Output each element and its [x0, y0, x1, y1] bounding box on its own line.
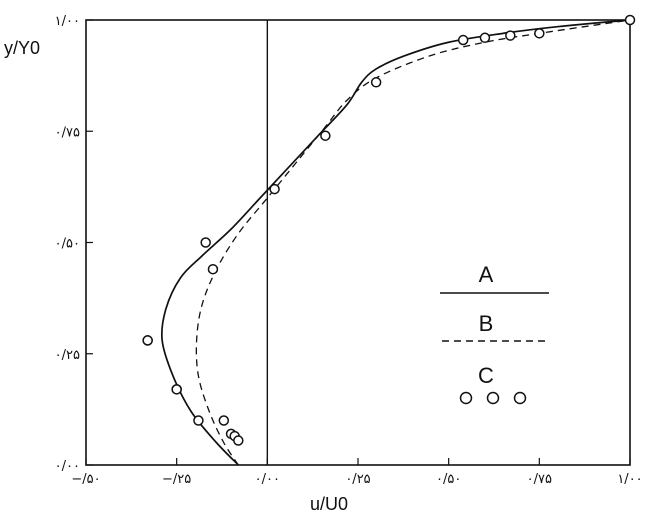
legend: A B C [440, 262, 549, 405]
series-c-point [171, 384, 182, 395]
series-layer [142, 14, 636, 466]
series-c-point [534, 28, 545, 39]
series-c-point [370, 77, 382, 88]
series-c-point [207, 263, 219, 275]
legend-label-a: A [479, 262, 494, 287]
x-axis-title: u/U0 [310, 494, 348, 514]
x-tick-label: ۰/۲۵ [345, 472, 370, 487]
series-b-line [195, 19, 631, 466]
series-c-point [320, 130, 331, 141]
legend-label-b: B [479, 311, 494, 336]
y-tick-label: ۰/۲۵ [55, 348, 80, 363]
x-tick-label: ۱/۰۰ [617, 472, 642, 487]
y-tick-label: ۰/۵۰ [55, 237, 80, 252]
series-c-point [457, 34, 469, 46]
y-axis-title: y/Y0 [4, 38, 40, 58]
legend-markers-c [459, 391, 527, 405]
series-c-point [624, 14, 636, 26]
series-c-point [218, 415, 230, 426]
legend-label-c: C [478, 363, 494, 388]
series-a-line [160, 19, 631, 466]
series-c-point [505, 30, 516, 41]
y-tick-label: ۱/۰۰ [55, 14, 80, 29]
series-c-point [200, 237, 211, 248]
y-tick-label: ۰/۰۰ [55, 459, 80, 474]
legend-marker-c-3 [513, 391, 527, 405]
series-c-point [193, 415, 204, 426]
y-axis-ticks: ۰/۰۰ ۰/۲۵ ۰/۵۰ ۰/۷۵ ۱/۰۰ [55, 14, 93, 474]
legend-marker-c-2 [486, 391, 500, 405]
x-tick-label: ۰/۰۰ [255, 472, 280, 487]
legend-marker-c-1 [459, 391, 473, 405]
series-c-markers [142, 14, 636, 446]
x-tick-label: −/۵۰ [71, 472, 100, 487]
x-tick-label: ۰/۷۵ [527, 472, 552, 487]
series-c-point [269, 183, 280, 195]
y-tick-label: ۰/۷۵ [55, 125, 80, 140]
series-c-point [142, 335, 153, 346]
series-c-point [233, 435, 244, 446]
series-c-point [479, 32, 491, 44]
x-tick-label: −/۲۵ [162, 472, 191, 487]
x-axis-ticks: −/۵۰ −/۲۵ ۰/۰۰ ۰/۲۵ ۰/۵۰ ۰/۷۵ ۱/۰۰ [71, 458, 643, 487]
x-tick-label: ۰/۵۰ [436, 472, 461, 487]
